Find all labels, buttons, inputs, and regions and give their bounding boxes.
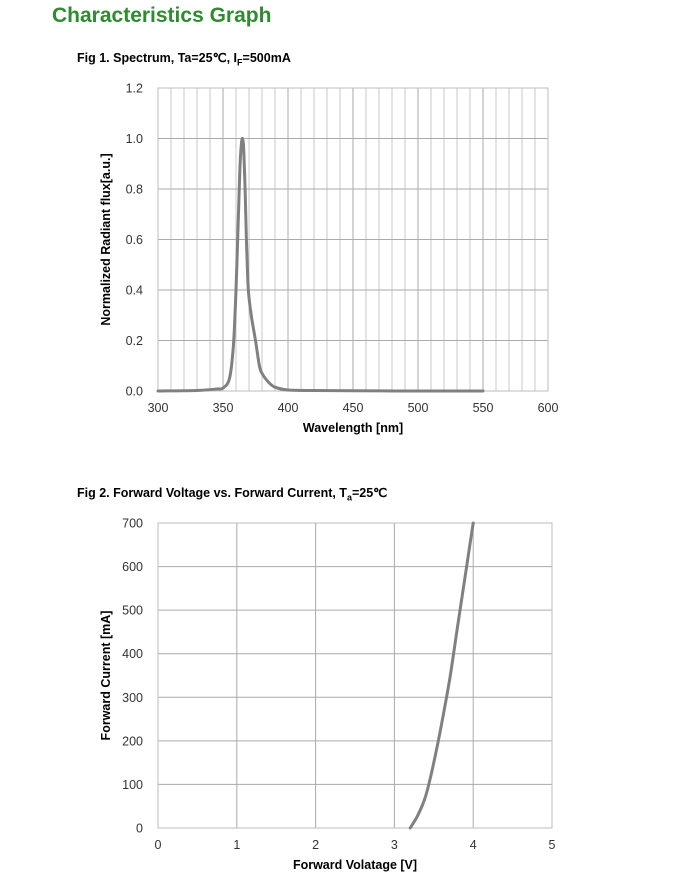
- spectrum-x-tick-label: 350: [213, 401, 234, 415]
- fig1-caption-prefix: Fig 1. Spectrum, Ta=25℃, I: [77, 51, 238, 65]
- fv-x-tick-label: 3: [391, 838, 398, 852]
- spectrum-y-tick-label: 0.8: [126, 183, 143, 197]
- fv-y-tick-label: 200: [122, 734, 143, 748]
- fv-x-tick-label: 5: [549, 838, 556, 852]
- fv-y-tick-label: 400: [122, 647, 143, 661]
- fv-y-tick-label: 0: [136, 822, 143, 836]
- fig2-caption-subscript: a: [346, 492, 352, 503]
- fig2-caption-prefix: Fig 2. Forward Voltage vs. Forward Curre…: [77, 486, 347, 500]
- fv-x-axis-title: Forward Volatage [V]: [293, 858, 417, 872]
- fig2-caption-suffix: =25℃: [351, 486, 388, 500]
- spectrum-x-tick-label: 600: [538, 401, 559, 415]
- fig1-caption-suffix: =500mA: [242, 51, 291, 65]
- fv-plot-frame: [157, 522, 553, 829]
- fv-y-tick-label: 100: [122, 778, 143, 792]
- fv-y-tick-label: 300: [122, 691, 143, 705]
- spectrum-x-tick-label: 550: [473, 401, 494, 415]
- fv-x-tick-label: 2: [312, 838, 319, 852]
- spectrum-x-tick-label: 500: [408, 401, 429, 415]
- spectrum-y-tick-label: 0.2: [126, 334, 143, 348]
- fv-x-tick-label: 4: [470, 838, 477, 852]
- spectrum-x-tick-label: 300: [148, 401, 169, 415]
- spectrum-series-line: [156, 136, 485, 393]
- fv-y-axis-title: Forward Current [mA]: [99, 611, 113, 741]
- fv-x-tick-label: 0: [155, 838, 162, 852]
- spectrum-x-tick-label: 450: [343, 401, 364, 415]
- spectrum-y-tick-label: 1.2: [126, 82, 143, 96]
- fv-y-tick-label: 700: [122, 517, 143, 531]
- page-title: Characteristics Graph: [52, 4, 272, 27]
- fv-y-tick-label: 600: [122, 560, 143, 574]
- forward-voltage-chart: 0 1 2 3 4 5 0 100 200 300 400 500 600 700 Forward Vola…: [99, 517, 556, 873]
- fig1-caption: Fig 1. Spectrum, Ta=25℃, IF=500mA: [77, 50, 291, 68]
- fv-series-line: [408, 521, 475, 830]
- spectrum-chart: 300 350 400 450 500 550 600 0.0 0.2 0.4 0.6 0.8 1.0 1…: [99, 82, 558, 436]
- spectrum-x-tick-label: 400: [278, 401, 299, 415]
- fig2-caption: Fig 2. Forward Voltage vs. Forward Curre…: [77, 485, 387, 503]
- spectrum-y-axis-title: Normalized Radiant flux[a.u.]: [99, 153, 113, 325]
- spectrum-y-tick-label: 1.0: [126, 132, 143, 146]
- fv-y-tick-label: 500: [122, 604, 143, 618]
- spectrum-y-tick-label: 0.6: [126, 233, 143, 247]
- spectrum-y-tick-label: 0.4: [126, 284, 143, 298]
- spectrum-x-axis-title: Wavelength [nm]: [303, 421, 403, 435]
- fv-x-tick-label: 1: [233, 838, 240, 852]
- fig1-caption-subscript: F: [237, 57, 243, 68]
- spectrum-y-tick-label: 0.0: [126, 385, 143, 399]
